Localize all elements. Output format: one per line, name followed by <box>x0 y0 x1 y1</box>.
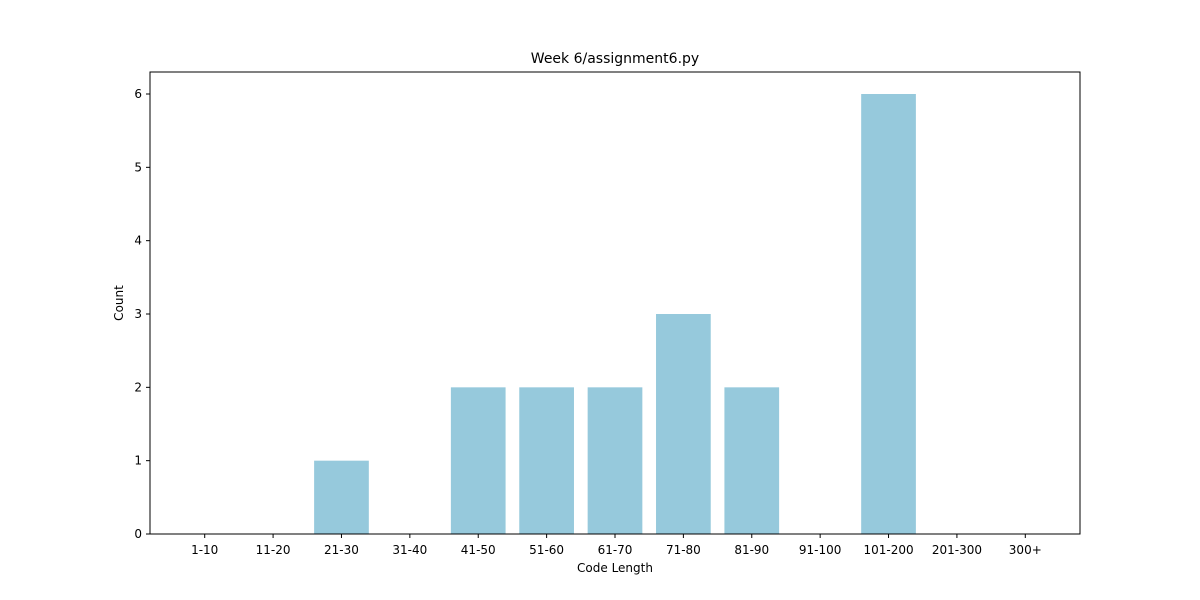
y-axis-ticks: 0 1 2 3 4 5 6 <box>134 87 150 541</box>
bar-51-60 <box>519 387 574 534</box>
y-axis-label: Count <box>112 285 126 321</box>
y-tick-label: 2 <box>134 380 142 394</box>
y-tick-label: 4 <box>134 234 142 248</box>
x-tick-label: 71-80 <box>666 543 701 557</box>
x-tick-label: 81-90 <box>734 543 769 557</box>
x-tick-label: 31-40 <box>392 543 427 557</box>
y-tick-label: 0 <box>134 527 142 541</box>
y-tick-label: 3 <box>134 307 142 321</box>
x-tick-label: 61-70 <box>598 543 633 557</box>
x-tick-label: 300+ <box>1009 543 1042 557</box>
plot-frame <box>149 71 1081 535</box>
y-tick-label: 6 <box>134 87 142 101</box>
bar-41-50 <box>450 387 506 534</box>
chart-title: Week 6/assignment6.py <box>531 51 699 67</box>
x-tick-label: 51-60 <box>529 543 564 557</box>
x-axis-ticks: 1-10 11-20 21-30 31-40 41-50 51-60 61-70 71-80 8… <box>191 534 1042 557</box>
y-tick-label: 1 <box>134 454 142 468</box>
x-tick-label: 41-50 <box>461 543 496 557</box>
x-tick-label: 11-20 <box>256 543 291 557</box>
bars-group <box>314 94 916 534</box>
bar-81-90 <box>724 387 780 534</box>
x-axis-label: Code Length <box>577 561 653 575</box>
x-tick-label: 21-30 <box>324 543 359 557</box>
y-tick-label: 5 <box>134 160 142 174</box>
bar-101-200 <box>861 94 916 534</box>
x-tick-label: 201-300 <box>932 543 982 557</box>
x-tick-label: 101-200 <box>863 543 913 557</box>
bar-21-30 <box>314 460 369 534</box>
bar-71-80 <box>656 314 711 534</box>
x-tick-label: 1-10 <box>191 543 218 557</box>
bar-61-70 <box>587 387 643 534</box>
x-tick-label: 91-100 <box>799 543 842 557</box>
